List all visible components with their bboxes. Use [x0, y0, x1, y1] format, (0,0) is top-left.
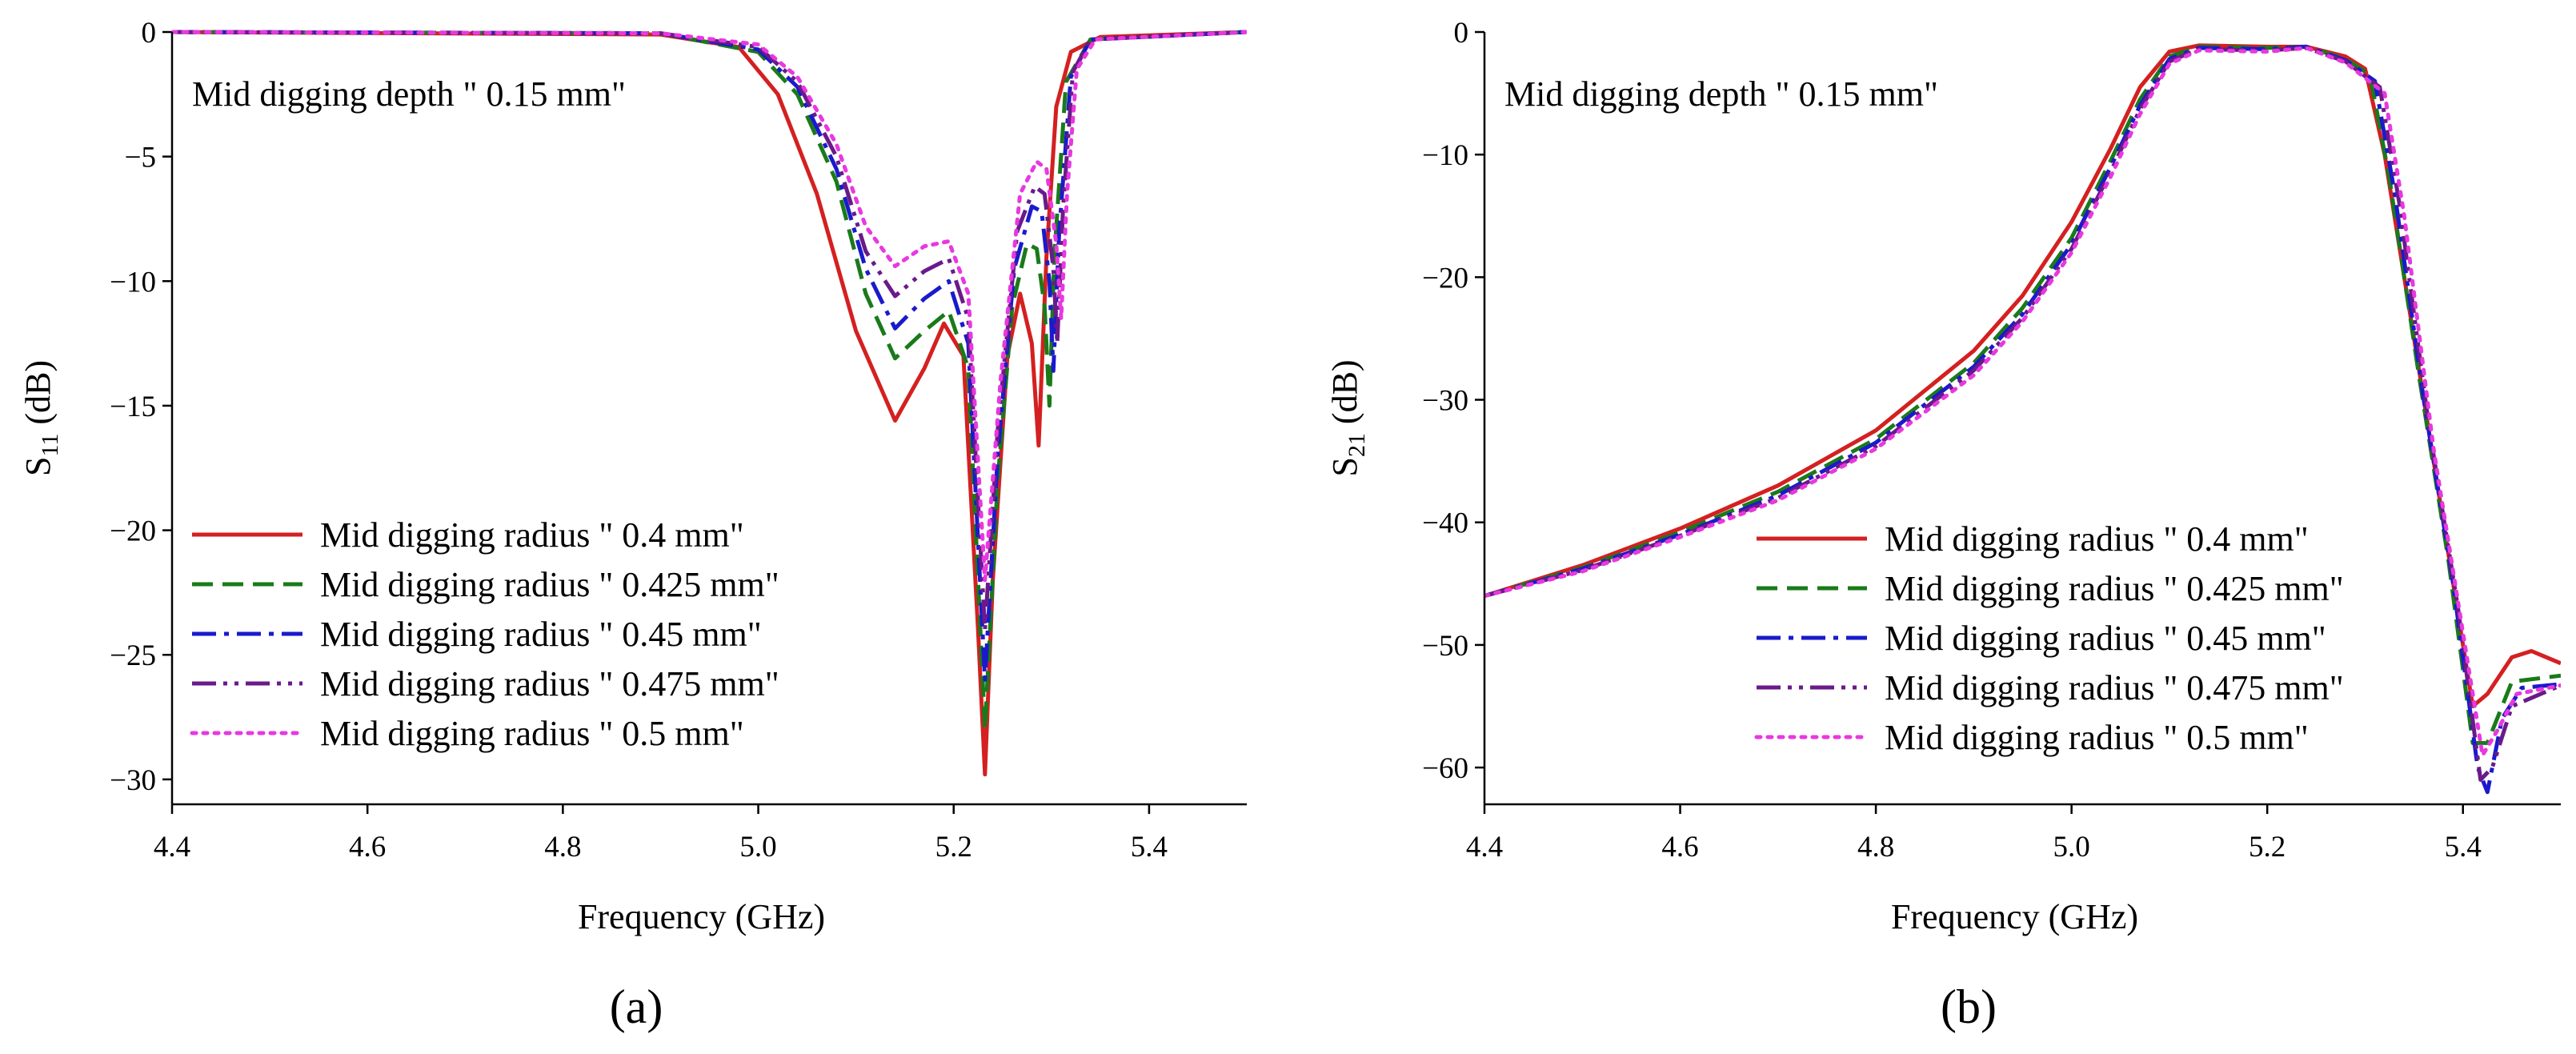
y-tick-label: 0	[1454, 17, 1469, 50]
panel-label: (b)	[1941, 980, 1997, 1033]
legend-label-2: Mid digging radius " 0.45 mm"	[1885, 619, 2326, 658]
series-line-2	[172, 30, 1247, 682]
legend-label-0: Mid digging radius " 0.4 mm"	[1885, 519, 2309, 559]
y-tick-label: −25	[110, 639, 156, 672]
y-axis-title-unit: (dB)	[18, 360, 58, 434]
y-tick-label: 0	[142, 17, 157, 50]
legend-label-4: Mid digging radius " 0.5 mm"	[320, 714, 744, 753]
legend-label-4: Mid digging radius " 0.5 mm"	[1885, 718, 2309, 757]
x-tick-label: 5.0	[739, 831, 776, 864]
y-tick-label: −15	[110, 391, 156, 423]
x-tick-label: 4.8	[1857, 831, 1894, 864]
series-line-4	[1484, 46, 2561, 758]
y-tick-label: −60	[1422, 752, 1468, 785]
x-tick-label: 4.6	[1661, 831, 1698, 864]
y-axis-title: S11 (dB)	[18, 360, 63, 476]
y-axis-title-subscript: 11	[37, 434, 63, 457]
legend-label-1: Mid digging radius " 0.425 mm"	[1885, 569, 2344, 608]
x-axis-title: Frequency (GHz)	[578, 897, 825, 936]
y-tick-label: −40	[1422, 507, 1468, 540]
y-axis-title-main: S	[1325, 457, 1364, 476]
legend-label-1: Mid digging radius " 0.425 mm"	[320, 565, 779, 604]
series-group	[172, 30, 1247, 777]
series-line-4	[172, 30, 1247, 583]
legend-label-3: Mid digging radius " 0.475 mm"	[320, 664, 779, 703]
annotation-text: Mid digging depth " 0.15 mm"	[1504, 74, 1938, 114]
x-tick-label: 5.4	[2445, 831, 2482, 864]
x-tick-label: 4.8	[544, 831, 581, 864]
y-tick-label: −20	[1422, 262, 1468, 295]
x-tick-label: 5.2	[935, 831, 972, 864]
x-tick-label: 5.2	[2249, 831, 2286, 864]
y-axis-title-unit: (dB)	[1325, 359, 1364, 433]
series-line-1	[172, 30, 1247, 732]
panel-a: 4.4 4.6 4.8 5.0 5.2 5.4 0 −5 −10 −15 −20 −25 −30 Freq…	[18, 17, 1247, 1033]
x-tick-label: 4.4	[154, 831, 190, 864]
y-axis-title-main: S	[18, 457, 58, 476]
y-axis-title-subscript: 21	[1344, 433, 1370, 457]
legend-label-3: Mid digging radius " 0.475 mm"	[1885, 668, 2344, 707]
x-tick-label: 4.6	[349, 831, 386, 864]
x-tick-label: 5.4	[1131, 831, 1168, 864]
y-tick-label: −30	[1422, 385, 1468, 418]
y-tick-label: −5	[125, 142, 156, 174]
legend-label-0: Mid digging radius " 0.4 mm"	[320, 515, 744, 555]
panel-label: (a)	[610, 980, 663, 1033]
series-line-0	[172, 30, 1247, 777]
y-tick-label: −30	[110, 764, 156, 797]
y-tick-label: −20	[110, 515, 156, 548]
x-axis-title: Frequency (GHz)	[1891, 897, 2138, 936]
y-tick-label: −10	[110, 266, 156, 299]
legend-label-2: Mid digging radius " 0.45 mm"	[320, 615, 762, 654]
annotation-text: Mid digging depth " 0.15 mm"	[192, 74, 626, 114]
y-axis-title: S21 (dB)	[1325, 359, 1370, 476]
x-tick-label: 5.0	[2053, 831, 2090, 864]
y-tick-label: −10	[1422, 139, 1468, 172]
x-tick-label: 4.4	[1466, 831, 1503, 864]
y-tick-label: −50	[1422, 630, 1468, 663]
series-group	[1484, 43, 2561, 795]
panel-b: 4.4 4.6 4.8 5.0 5.2 5.4 0 −10 −20 −30 −40 −50 −60 Fre…	[1325, 17, 2561, 1033]
